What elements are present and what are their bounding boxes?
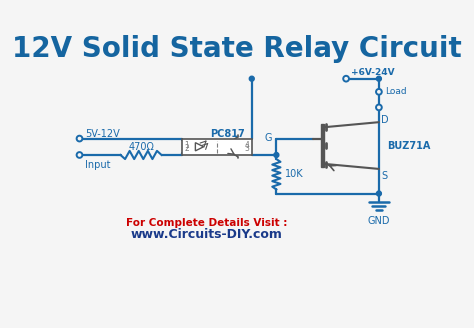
Circle shape bbox=[77, 152, 82, 158]
Text: For Complete Details Visit :: For Complete Details Visit : bbox=[126, 218, 287, 228]
Text: +6V-24V: +6V-24V bbox=[351, 69, 395, 77]
Text: BUZ71A: BUZ71A bbox=[387, 140, 430, 151]
Circle shape bbox=[376, 89, 382, 95]
Text: 12V Solid State Relay Circuit: 12V Solid State Relay Circuit bbox=[12, 35, 462, 63]
Bar bbox=[321, 124, 324, 167]
Text: Input: Input bbox=[85, 160, 111, 170]
Text: 470Ω: 470Ω bbox=[128, 142, 154, 152]
Circle shape bbox=[376, 105, 382, 110]
Bar bbox=[182, 138, 252, 155]
Text: S: S bbox=[382, 172, 388, 181]
Text: D: D bbox=[382, 115, 389, 125]
Text: www.Circuits-DIY.com: www.Circuits-DIY.com bbox=[131, 228, 283, 241]
Text: 1: 1 bbox=[184, 141, 189, 150]
Circle shape bbox=[274, 153, 279, 157]
Text: GND: GND bbox=[368, 216, 390, 226]
Circle shape bbox=[77, 136, 82, 141]
Text: Load: Load bbox=[385, 87, 406, 96]
Text: 5V-12V: 5V-12V bbox=[85, 129, 120, 139]
Text: 2: 2 bbox=[184, 144, 189, 153]
Circle shape bbox=[376, 191, 382, 196]
Text: 10K: 10K bbox=[284, 169, 303, 179]
Text: 3: 3 bbox=[245, 144, 249, 153]
Circle shape bbox=[249, 76, 254, 81]
Text: 4: 4 bbox=[245, 141, 249, 150]
Polygon shape bbox=[195, 143, 203, 151]
Circle shape bbox=[343, 76, 349, 82]
Circle shape bbox=[376, 76, 382, 81]
Text: PC817: PC817 bbox=[210, 129, 245, 139]
Text: G: G bbox=[265, 133, 272, 143]
